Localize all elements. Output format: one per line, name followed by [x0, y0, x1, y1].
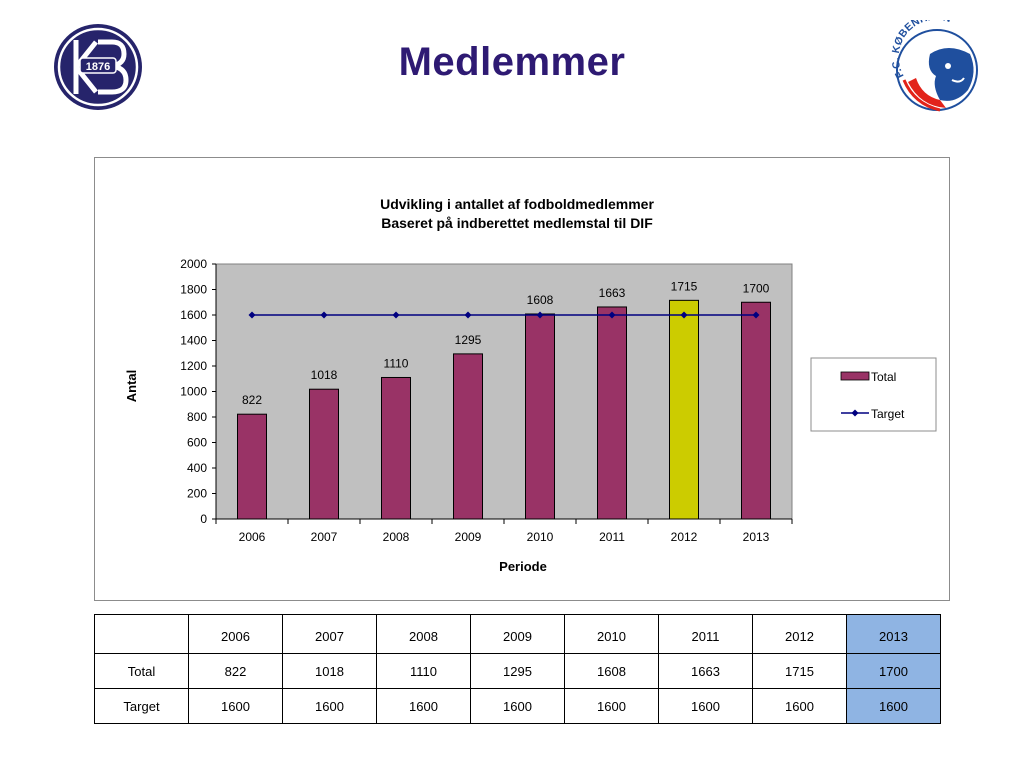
chart-title: Udvikling i antallet af fodboldmedlemmer: [380, 196, 654, 212]
y-tick-label: 1800: [180, 283, 207, 297]
target-marker: [608, 311, 616, 319]
table-cell: 1600: [470, 688, 565, 724]
target-marker: [248, 311, 256, 319]
table-row: Target 1600 1600 1600 1600 1600 1600 1600 1600: [94, 688, 941, 724]
legend-target-label: Target: [871, 407, 905, 421]
y-tick-label: 800: [187, 410, 207, 424]
table-cell: 1600: [564, 688, 659, 724]
target-marker: [752, 311, 760, 319]
y-tick-label: 400: [187, 461, 207, 475]
table-header-cell: 2010: [564, 614, 659, 654]
membership-chart: Udvikling i antallet af fodboldmedlemmer…: [124, 196, 937, 574]
bar-2008: [381, 376, 411, 520]
target-marker: [320, 311, 328, 319]
page-title: Medlemmer: [398, 40, 626, 84]
table-cell: 822: [188, 653, 283, 689]
x-tick-label: 2012: [671, 530, 698, 544]
table-header-cell: [94, 614, 189, 654]
table-cell: 1600: [752, 688, 847, 724]
table-cell: 1018: [282, 653, 377, 689]
bar-2011: [597, 306, 627, 520]
table-header-cell: 2007: [282, 614, 377, 654]
data-label: 1700: [743, 281, 770, 295]
chart-subtitle: Baseret på indberettet medlemstal til DI…: [381, 215, 653, 231]
y-tick-label: 1400: [180, 334, 207, 348]
table-cell: 1600: [376, 688, 471, 724]
x-tick-label: 2006: [239, 530, 266, 544]
table-cell: 1600: [188, 688, 283, 724]
bar-2007: [309, 388, 339, 520]
chart-legend: Total Target: [810, 357, 937, 432]
bar-2012: [669, 299, 699, 520]
plot-area: [215, 263, 793, 520]
kb-logo: 1876: [54, 24, 142, 110]
legend-total-label: Total: [871, 370, 896, 384]
data-label: 1608: [527, 293, 554, 307]
table-row-label: Total: [94, 653, 189, 689]
data-label: 1110: [384, 356, 409, 370]
x-tick-label: 2011: [599, 530, 625, 544]
bar-2009: [453, 353, 483, 520]
data-label: 1715: [671, 279, 698, 293]
table-cell: 1608: [564, 653, 659, 689]
legend-target-marker: [851, 409, 859, 417]
target-marker: [392, 311, 400, 319]
bar-2006: [237, 413, 267, 520]
data-table: 2006 2007 2008 2009 2010 2011 2012 2013 Total 822…: [94, 614, 941, 724]
target-marker: [680, 311, 688, 319]
chart-frame: Udvikling i antallet af fodboldmedlemmer…: [94, 157, 950, 601]
legend-total-swatch: [840, 371, 870, 381]
fck-logo: F.C. KØBENHAVN: [890, 20, 978, 112]
y-axis-label: Antal: [124, 370, 139, 403]
target-marker: [536, 311, 544, 319]
data-label: 1663: [599, 286, 626, 300]
table-cell: 1600: [282, 688, 377, 724]
data-label: 822: [242, 393, 262, 407]
y-tick-label: 1600: [180, 308, 207, 322]
data-label: 1018: [311, 368, 338, 382]
y-tick-label: 2000: [180, 257, 207, 271]
target-marker: [464, 311, 472, 319]
table-row: Total 822 1018 1110 1295 1608 1663 1715 1700: [94, 653, 941, 689]
x-tick-label: 2009: [455, 530, 482, 544]
table-header-row: 2006 2007 2008 2009 2010 2011 2012 2013: [94, 614, 941, 654]
table-cell: 1700: [846, 653, 941, 689]
data-label: 1295: [455, 333, 482, 347]
y-tick-label: 600: [187, 436, 207, 450]
table-header-cell: 2006: [188, 614, 283, 654]
x-tick-label: 2008: [383, 530, 410, 544]
table-cell: 1663: [658, 653, 753, 689]
table-header-cell: 2009: [470, 614, 565, 654]
y-tick-label: 0: [200, 512, 207, 526]
table-header-cell: 2011: [658, 614, 753, 654]
y-tick-label: 1200: [180, 359, 207, 373]
x-tick-label: 2007: [311, 530, 338, 544]
table-cell: 1715: [752, 653, 847, 689]
table-cell: 1295: [470, 653, 565, 689]
x-axis-label: Periode: [499, 559, 547, 574]
bar-2013: [741, 301, 771, 520]
table-header-cell: 2008: [376, 614, 471, 654]
y-tick-label: 200: [187, 487, 207, 501]
x-tick-label: 2010: [527, 530, 554, 544]
bar-2010: [525, 313, 555, 520]
table-header-cell: 2013: [846, 614, 941, 654]
table-header-cell: 2012: [752, 614, 847, 654]
kb-logo-year: 1876: [86, 61, 110, 73]
table-row-label: Target: [94, 688, 189, 724]
table-cell: 1600: [846, 688, 941, 724]
table-cell: 1600: [658, 688, 753, 724]
table-cell: 1110: [376, 653, 471, 689]
y-tick-label: 1000: [180, 385, 207, 399]
x-tick-label: 2013: [743, 530, 770, 544]
